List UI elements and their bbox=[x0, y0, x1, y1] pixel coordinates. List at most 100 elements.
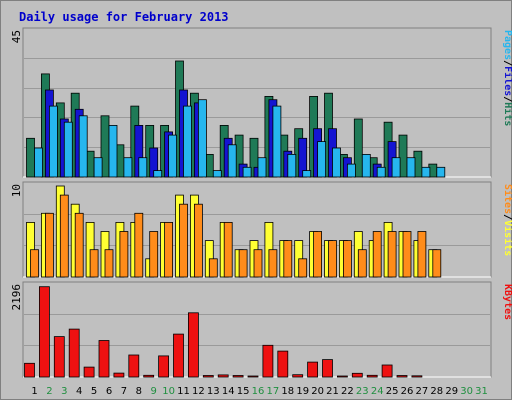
bar-sites-day-21 bbox=[328, 240, 337, 278]
bar-hits-day-23 bbox=[353, 118, 363, 178]
day-label-28: 28 bbox=[430, 386, 443, 397]
bar-pages-day-3 bbox=[63, 121, 73, 178]
bar-pages-day-22 bbox=[346, 163, 356, 178]
day-label-23: 23 bbox=[356, 386, 369, 397]
bar-kbytes-day-16 bbox=[247, 375, 259, 378]
bar-sites-day-27 bbox=[417, 231, 427, 278]
bar-sites-day-7 bbox=[119, 231, 129, 278]
bar-sites-day-4 bbox=[74, 212, 84, 278]
day-label-18: 18 bbox=[281, 386, 294, 397]
day-label-1: 1 bbox=[31, 386, 37, 397]
day-label-3: 3 bbox=[61, 386, 67, 397]
bar-sites-day-23 bbox=[357, 249, 367, 278]
legend-entry-visits: Visits bbox=[502, 220, 512, 256]
chart-title: Daily usage for February 2013 bbox=[19, 10, 229, 24]
bar-sites-day-24 bbox=[372, 231, 382, 278]
bar-pages-day-16 bbox=[257, 157, 267, 178]
y-max-label: 10 bbox=[10, 184, 23, 197]
day-label-6: 6 bbox=[106, 386, 112, 397]
legend-separator: / bbox=[502, 96, 512, 102]
bar-pages-day-10 bbox=[168, 134, 178, 178]
bar-kbytes-day-23 bbox=[351, 372, 363, 378]
bar-pages-day-4 bbox=[78, 115, 88, 178]
day-label-8: 8 bbox=[136, 386, 142, 397]
bar-sites-day-19 bbox=[298, 258, 308, 278]
bar-kbytes-day-6 bbox=[98, 340, 110, 378]
bar-kbytes-day-13 bbox=[202, 375, 214, 378]
bar-pages-day-7 bbox=[123, 157, 133, 178]
bar-kbytes-day-12 bbox=[187, 312, 199, 378]
legend-visits-sites: Sites/Visits bbox=[502, 184, 512, 256]
day-label-21: 21 bbox=[326, 386, 339, 397]
bar-kbytes-day-20 bbox=[307, 361, 319, 378]
bar-pages-day-14 bbox=[227, 144, 237, 178]
legend-entry-pages: Pages bbox=[502, 30, 512, 60]
day-label-11: 11 bbox=[177, 386, 190, 397]
bar-sites-day-14 bbox=[223, 221, 233, 278]
bar-pages-day-21 bbox=[332, 147, 341, 178]
day-axis-labels: 1 2 3 4 5 6 7 8 9 10 11 12 13 14 15 16 17 18 19 20 21 22 23 24 2… bbox=[31, 386, 488, 397]
bar-kbytes-day-19 bbox=[292, 374, 304, 378]
legend-kbytes: KBytes bbox=[502, 284, 512, 320]
bar-pages-day-1 bbox=[34, 147, 43, 178]
day-label-13: 13 bbox=[207, 386, 220, 397]
bar-kbytes-day-14 bbox=[217, 374, 229, 378]
bar-sites-day-25 bbox=[387, 231, 397, 278]
bar-kbytes-day-24 bbox=[366, 374, 378, 378]
bar-sites-day-1 bbox=[30, 249, 39, 278]
bar-pages-day-25 bbox=[391, 157, 401, 178]
bar-kbytes-day-10 bbox=[158, 355, 170, 378]
bar-sites-day-8 bbox=[134, 212, 144, 278]
bar-hits-day-26 bbox=[398, 134, 408, 178]
day-label-4: 4 bbox=[76, 386, 82, 397]
bar-pages-day-18 bbox=[287, 153, 297, 178]
bar-pages-day-12 bbox=[197, 99, 207, 178]
legend-separator: / bbox=[502, 60, 512, 66]
day-label-20: 20 bbox=[311, 386, 324, 397]
day-label-2: 2 bbox=[46, 386, 52, 397]
bar-sites-day-28 bbox=[432, 249, 442, 278]
bar-pages-day-20 bbox=[317, 141, 327, 178]
day-label-7: 7 bbox=[121, 386, 127, 397]
day-label-25: 25 bbox=[386, 386, 399, 397]
panel-plot-area bbox=[22, 281, 492, 378]
bar-kbytes-day-9 bbox=[143, 374, 155, 378]
legend-entry-files: Files bbox=[502, 66, 512, 96]
bar-kbytes-day-11 bbox=[173, 333, 184, 378]
day-label-9: 9 bbox=[151, 386, 157, 397]
day-label-15: 15 bbox=[237, 386, 250, 397]
legend-entry-kbytes: KBytes bbox=[502, 284, 512, 320]
bar-sites-day-13 bbox=[208, 258, 218, 278]
legend-separator: / bbox=[502, 214, 512, 220]
day-label-24: 24 bbox=[371, 386, 384, 397]
panel-visits-sites: 10 Sites/Visits bbox=[10, 181, 512, 278]
bar-kbytes-day-1 bbox=[24, 362, 35, 378]
day-label-14: 14 bbox=[222, 386, 235, 397]
bar-sites-day-20 bbox=[313, 231, 323, 278]
bar-pages-day-28 bbox=[436, 166, 446, 178]
bar-kbytes-day-18 bbox=[277, 350, 289, 378]
bar-sites-day-26 bbox=[402, 231, 412, 278]
panel-kbytes: 2196 KBytes bbox=[10, 281, 512, 378]
y-max-label: 45 bbox=[10, 30, 23, 43]
day-label-31: 31 bbox=[475, 386, 488, 397]
bar-kbytes-day-4 bbox=[68, 328, 80, 378]
bar-kbytes-day-2 bbox=[39, 286, 50, 378]
bar-pages-day-24 bbox=[376, 166, 386, 178]
legend-entry-sites: Sites bbox=[502, 184, 512, 214]
bar-kbytes-day-25 bbox=[381, 364, 393, 378]
bar-pages-day-26 bbox=[406, 157, 416, 178]
bar-kbytes-day-5 bbox=[83, 366, 95, 378]
day-label-27: 27 bbox=[416, 386, 429, 397]
bar-kbytes-day-21 bbox=[322, 359, 333, 378]
bar-kbytes-day-3 bbox=[53, 336, 65, 378]
bar-sites-day-15 bbox=[238, 249, 248, 278]
bar-sites-day-16 bbox=[253, 249, 263, 278]
day-label-12: 12 bbox=[192, 386, 205, 397]
legend-entry-hits: Hits bbox=[502, 102, 512, 126]
bar-hits-day-1 bbox=[26, 137, 35, 178]
bar-pages-day-15 bbox=[242, 166, 252, 178]
bar-sites-day-9 bbox=[149, 231, 159, 278]
